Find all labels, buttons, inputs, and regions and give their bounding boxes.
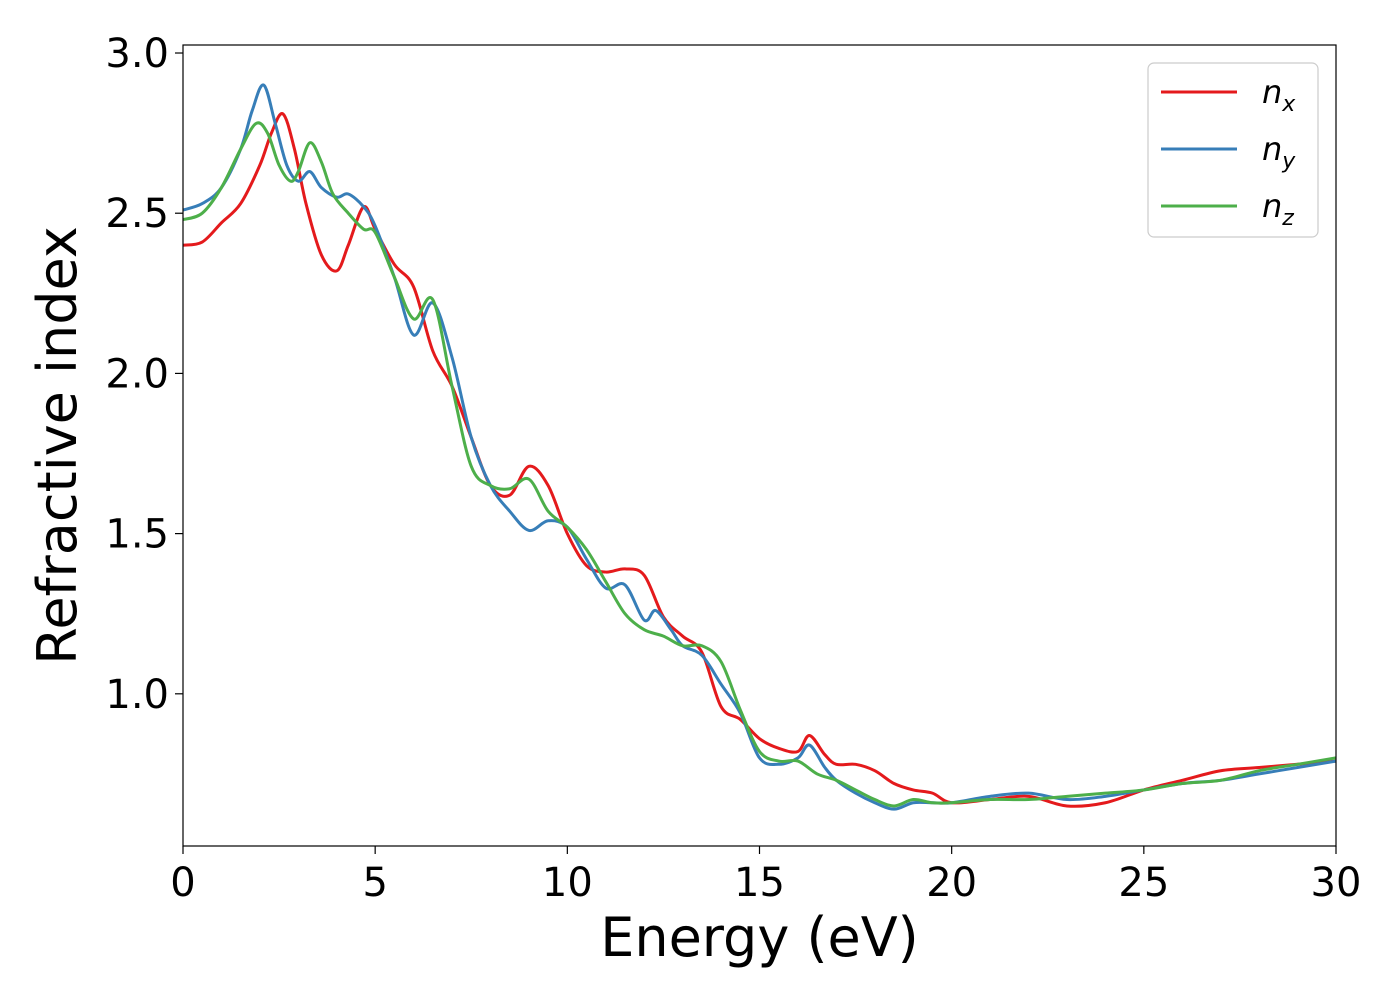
x-tick-label: 5 xyxy=(362,860,387,906)
y-axis: 1.0 1.5 2.0 2.5 3.0 xyxy=(105,31,183,718)
y-axis-label: Refractive index xyxy=(26,226,89,665)
x-tick-label: 15 xyxy=(734,860,785,906)
series-line-ny xyxy=(183,83,1336,811)
x-tick-label: 0 xyxy=(170,860,195,906)
x-tick-label: 30 xyxy=(1311,860,1362,906)
y-tick-label: 2.0 xyxy=(105,351,169,397)
y-tick-label: 2.5 xyxy=(105,191,169,237)
x-tick-label: 25 xyxy=(1118,860,1169,906)
legend-label-nz: nz xyxy=(1262,187,1294,231)
x-tick-label: 20 xyxy=(926,860,977,906)
x-axis-label: Energy (eV) xyxy=(600,906,919,969)
y-tick-label: 1.0 xyxy=(105,672,169,718)
series-line-nz xyxy=(183,121,1336,808)
legend: nx ny nz xyxy=(1147,62,1319,238)
legend-label-nx: nx xyxy=(1262,73,1296,117)
legend-label-ny: ny xyxy=(1262,130,1296,174)
series-layer xyxy=(183,83,1336,811)
x-tick-label: 10 xyxy=(542,860,593,906)
y-tick-label: 3.0 xyxy=(105,31,169,77)
x-axis: 0 5 10 15 20 25 30 xyxy=(170,846,1361,906)
y-tick-label: 1.5 xyxy=(105,512,169,558)
